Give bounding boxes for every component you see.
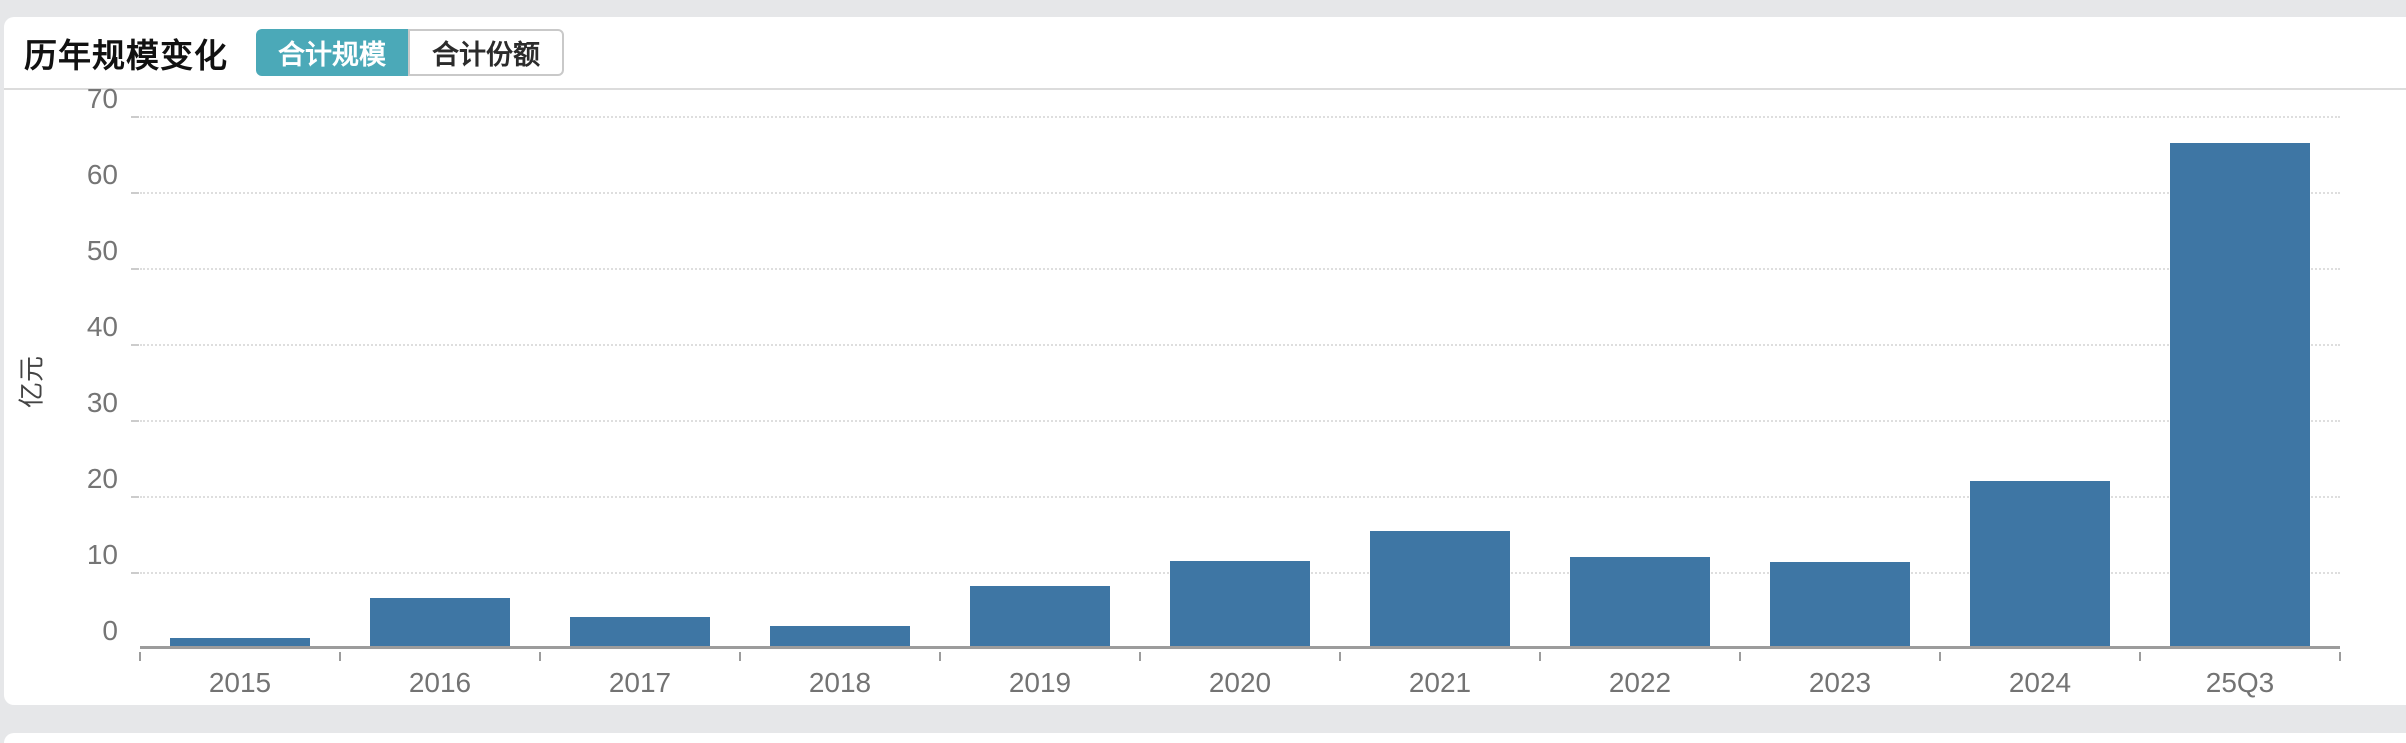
x-tick-label-2022: 2022: [1608, 667, 1672, 698]
y-gridline-30: [140, 420, 2340, 422]
x-tick-mark: [539, 652, 541, 661]
bar-2018[interactable]: [770, 626, 910, 646]
x-tick-label-2016: 2016: [408, 667, 472, 698]
y-gridline-50: [140, 268, 2340, 270]
chart-card: 历年规模变化 合计规模 合计份额 亿元 0 10 20 30 40 50 60 70 2015…: [4, 17, 2406, 705]
band-25Q3: [2140, 117, 2340, 646]
y-tick-label-0: 0: [102, 615, 118, 646]
band-2016: [340, 117, 540, 646]
chart-title: 历年规模变化: [24, 36, 228, 74]
x-tick-mark: [1539, 652, 1541, 661]
bar-chart: 亿元 0 10 20 30 40 50 60 70 2015 2016 2017 2018 2019 2…: [4, 83, 2406, 703]
x-tick-mark: [1339, 652, 1341, 661]
x-tick-label-2019: 2019: [1008, 667, 1072, 698]
band-2020: [1140, 117, 1340, 646]
bar-2016[interactable]: [370, 597, 510, 646]
y-tick-mark: [131, 192, 139, 194]
y-tick-label-50: 50: [86, 235, 118, 266]
bars-container: [140, 117, 2340, 649]
x-tick-mark: [939, 652, 941, 661]
y-tick-mark: [131, 420, 139, 422]
next-card-top-edge: [4, 733, 2406, 743]
bar-2023[interactable]: [1770, 562, 1910, 646]
x-tick-mark: [2138, 652, 2141, 661]
tab-total-share[interactable]: 合计份额: [408, 29, 564, 76]
bar-2024[interactable]: [1970, 480, 2110, 646]
bar-2015[interactable]: [170, 638, 310, 646]
y-gridline-20: [140, 496, 2340, 499]
bar-25Q3[interactable]: [2170, 143, 2310, 646]
x-tick-label-25Q3: 25Q3: [2205, 667, 2275, 698]
band-2023: [1740, 117, 1940, 646]
band-2015: [140, 117, 340, 646]
y-tick-label-40: 40: [86, 311, 118, 343]
x-tick-label-2017: 2017: [608, 667, 672, 698]
y-tick-mark: [131, 496, 139, 499]
x-tick-label-2024: 2024: [2008, 667, 2072, 698]
bar-2019[interactable]: [970, 585, 1110, 646]
y-tick-mark: [131, 344, 139, 347]
plot-area: 0 10 20 30 40 50 60 70: [87, 83, 2341, 661]
y-tick-mark: [131, 268, 139, 270]
y-gridline-60: [140, 192, 2340, 194]
x-tick-mark: [139, 652, 141, 661]
x-tick-label-2023: 2023: [1808, 667, 1872, 698]
band-2017: [540, 117, 740, 646]
y-tick-mark: [131, 572, 139, 575]
x-tick-label-2020: 2020: [1208, 667, 1272, 698]
tab-total-scale[interactable]: 合计规模: [256, 29, 408, 76]
metric-tab-group: 合计规模 合计份额: [256, 29, 564, 76]
x-tick-mark: [1739, 652, 1741, 661]
y-gridline-70: [140, 116, 2340, 118]
y-tick-label-30: 30: [86, 387, 118, 418]
band-2024: [1940, 117, 2140, 646]
x-tick-mark: [1939, 652, 1941, 661]
bar-2020[interactable]: [1170, 561, 1310, 646]
x-tick-mark: [739, 652, 741, 661]
band-2019: [940, 117, 1140, 646]
x-axis-labels: 2015 2016 2017 2018 2019 2020 2021 2022 2023 2024…: [140, 667, 2340, 699]
bar-2021[interactable]: [1370, 531, 1510, 646]
bar-2017[interactable]: [570, 616, 710, 646]
band-2022: [1540, 117, 1740, 646]
x-tick-label-2021: 2021: [1408, 667, 1472, 698]
y-tick-label-70: 70: [86, 83, 118, 114]
y-tick-mark: [131, 116, 139, 118]
bar-2022[interactable]: [1570, 556, 1710, 646]
x-tick-mark: [339, 652, 341, 661]
x-tick-label-2015: 2015: [208, 667, 272, 698]
y-tick-label-60: 60: [86, 159, 118, 190]
x-tick-mark: [2339, 652, 2341, 661]
chart-card-header: 历年规模变化 合计规模 合计份额: [4, 17, 2406, 90]
band-2018: [740, 117, 940, 646]
y-gridline-40: [140, 344, 2340, 347]
y-tick-label-20: 20: [86, 463, 118, 495]
x-tick-label-2018: 2018: [808, 667, 872, 698]
band-2021: [1340, 117, 1540, 646]
y-axis-title: 亿元: [16, 355, 47, 409]
x-tick-mark: [1138, 652, 1141, 661]
y-tick-label-10: 10: [86, 539, 118, 571]
